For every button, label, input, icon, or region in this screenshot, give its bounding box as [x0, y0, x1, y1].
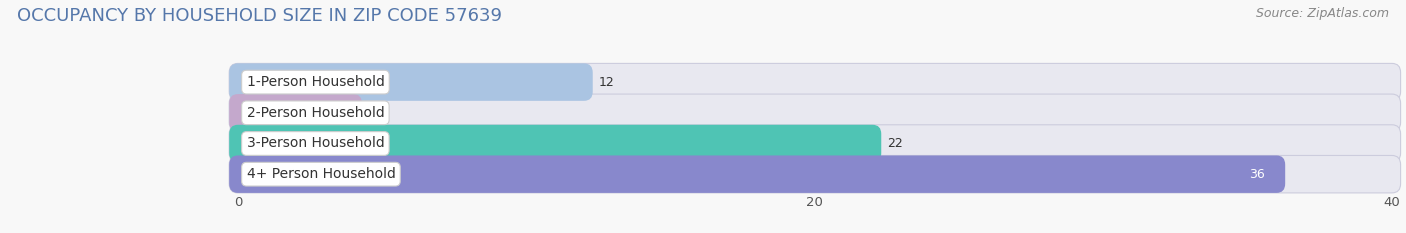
Text: 1-Person Household: 1-Person Household [246, 75, 384, 89]
FancyBboxPatch shape [229, 155, 1285, 193]
FancyBboxPatch shape [229, 94, 361, 131]
Text: 4+ Person Household: 4+ Person Household [246, 167, 395, 181]
Text: 4: 4 [368, 106, 375, 119]
FancyBboxPatch shape [229, 94, 1400, 131]
Text: 12: 12 [599, 76, 614, 89]
Text: 2-Person Household: 2-Person Household [246, 106, 384, 120]
Text: 3-Person Household: 3-Person Household [246, 137, 384, 151]
FancyBboxPatch shape [229, 63, 1400, 101]
Text: OCCUPANCY BY HOUSEHOLD SIZE IN ZIP CODE 57639: OCCUPANCY BY HOUSEHOLD SIZE IN ZIP CODE … [17, 7, 502, 25]
FancyBboxPatch shape [229, 125, 1400, 162]
FancyBboxPatch shape [229, 125, 882, 162]
Text: Source: ZipAtlas.com: Source: ZipAtlas.com [1256, 7, 1389, 20]
Text: 22: 22 [887, 137, 903, 150]
FancyBboxPatch shape [229, 63, 593, 101]
FancyBboxPatch shape [229, 155, 1400, 193]
Text: 36: 36 [1250, 168, 1265, 181]
